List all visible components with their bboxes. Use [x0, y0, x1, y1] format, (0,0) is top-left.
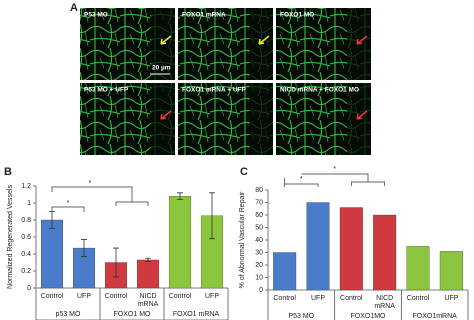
- y-tick-label: 70: [255, 199, 263, 206]
- group-label: FOXO1 mRNA: [173, 311, 220, 318]
- x-tick-label: NICD mRNA: [138, 293, 159, 308]
- x-tick-label: NICD mRNA: [374, 295, 395, 310]
- significance: *: [333, 166, 336, 173]
- y-axis-label: % of Abnormal Vascular Repair: [239, 191, 246, 288]
- micrograph-mask: [249, 83, 273, 155]
- x-tick-label: UFP: [205, 293, 219, 300]
- arrow: [356, 110, 368, 120]
- y-axis-label: Normalized Regenerated Vessels: [7, 185, 14, 289]
- scale-bar-label: 20 µm: [152, 65, 171, 72]
- error-bar: [113, 247, 119, 278]
- micrograph-label: FOXO1 MO: [280, 12, 314, 19]
- error-bar: [145, 257, 151, 263]
- group-label: FOXO1mRNA: [412, 313, 457, 320]
- panel-label: B: [4, 166, 12, 178]
- bar: [373, 214, 397, 291]
- y-tick-label: 0: [27, 285, 31, 292]
- panel-label: A: [70, 2, 78, 14]
- y-tick-label: 0.2: [21, 268, 31, 275]
- significance: *: [67, 200, 70, 207]
- y-tick-label: 0.8: [21, 217, 31, 224]
- micrograph-label: P53 MO + UFP: [84, 87, 129, 94]
- micrograph-label: P53 MO: [84, 12, 108, 19]
- bar: [168, 196, 192, 289]
- x-tick-label: Control: [273, 295, 296, 302]
- bracket: [284, 173, 386, 186]
- y-tick-label: 10: [255, 274, 263, 281]
- error-bar: [209, 192, 215, 240]
- group-label: p53 MO: [56, 311, 81, 318]
- micrograph-label: FOXO1 mRNA + UFP: [182, 87, 247, 94]
- error-bar: [81, 239, 87, 257]
- y-tick-label: 80: [255, 187, 263, 194]
- significance: *: [300, 176, 303, 183]
- x-tick-label: UFP: [444, 295, 458, 302]
- y-tick-label: 30: [255, 249, 263, 256]
- arrow: [160, 110, 172, 120]
- x-tick-label: UFP: [311, 295, 325, 302]
- y-tick-label: 50: [255, 224, 263, 231]
- significance: *: [89, 180, 92, 187]
- bar: [136, 259, 160, 289]
- x-tick-label: Control: [407, 295, 430, 302]
- micrograph-label: NICD mRNA + FOXO1 MO: [280, 87, 359, 94]
- x-tick-label: Control: [41, 293, 64, 300]
- bracket: [51, 186, 149, 206]
- bracket: [51, 206, 85, 212]
- group-label: P53 MO: [288, 313, 314, 320]
- x-tick-label: Control: [169, 293, 192, 300]
- error-bar: [177, 192, 183, 200]
- bar: [273, 252, 297, 291]
- y-tick-label: 60: [255, 212, 263, 219]
- group-label: FOXO1 MO: [114, 311, 152, 318]
- y-tick-label: 1: [27, 200, 31, 207]
- arrow: [356, 35, 368, 45]
- x-tick-label: Control: [105, 293, 128, 300]
- micrograph-label: FOXO1 mRNA: [182, 12, 226, 19]
- group-label: FOXO1MO: [350, 313, 386, 320]
- y-tick-label: 40: [255, 237, 263, 244]
- x-tick-label: UFP: [77, 293, 91, 300]
- bracket: [284, 183, 319, 187]
- arrow: [258, 35, 270, 45]
- panel-label: C: [240, 166, 248, 178]
- y-tick-label: 20: [255, 262, 263, 269]
- x-tick-label: Control: [340, 295, 363, 302]
- y-tick-label: 1.2: [21, 183, 31, 190]
- y-tick-label: 0.4: [21, 251, 31, 258]
- arrow: [160, 35, 172, 45]
- bar: [439, 251, 463, 291]
- bar: [306, 202, 330, 291]
- y-tick-label: 0: [259, 287, 263, 294]
- bar: [40, 219, 64, 289]
- y-tick-label: 0.6: [21, 234, 31, 241]
- bar: [339, 207, 363, 291]
- bar: [406, 246, 430, 291]
